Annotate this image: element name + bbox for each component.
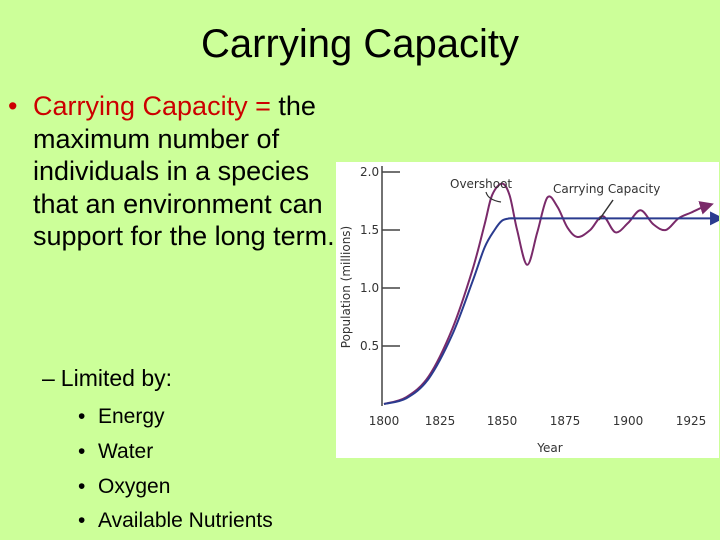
overshoot-pointer (485, 191, 502, 203)
bullet-dot: • (78, 475, 86, 498)
slide-title: Carrying Capacity (201, 22, 519, 66)
x-tick-label: 1850 (487, 414, 518, 428)
bullet-dot: • (78, 405, 86, 428)
limited-by-label: Limited by: (60, 365, 173, 391)
bullet-dot: • (78, 509, 86, 532)
definition-body: the maximum number of individuals in a s… (33, 91, 335, 251)
definition-text: Carrying Capacity = the maximum number o… (33, 90, 348, 253)
limit-item-label: Available Nutrients (98, 509, 273, 532)
population-chart: 2.0 1.5 1.0 0.5 1800 1825 1850 1875 1900 1925 Year… (336, 162, 719, 458)
annotation-layer: Overshoot Carrying Capacity (450, 177, 660, 221)
bullet-dot: • (78, 440, 86, 463)
x-tick-label: 1875 (550, 414, 581, 428)
limit-item: • Available Nutrients (78, 509, 273, 533)
population-series-line (383, 182, 714, 405)
x-tick-label: 1800 (369, 414, 400, 428)
dash-marker: – (42, 365, 55, 391)
carrying-capacity-annotation: Carrying Capacity (553, 182, 660, 196)
x-tick-label: 1925 (676, 414, 707, 428)
carrying-capacity-pointer (598, 199, 614, 221)
limit-item: • Oxygen (78, 475, 170, 499)
y-tick-label: 1.5 (360, 223, 379, 237)
y-tick-label: 1.0 (360, 281, 379, 295)
overshoot-annotation: Overshoot (450, 177, 512, 191)
definition-term: Carrying Capacity = (33, 91, 271, 121)
limit-item-label: Oxygen (98, 475, 171, 498)
y-tick-label: 0.5 (360, 339, 379, 353)
x-tick-label: 1900 (613, 414, 644, 428)
limited-by-bullet: – Limited by: (42, 365, 172, 392)
y-tick-label: 2.0 (360, 165, 379, 179)
axes-layer: 2.0 1.5 1.0 0.5 1800 1825 1850 1875 1900 1925 Year… (339, 165, 706, 455)
limit-item-label: Water (98, 440, 154, 463)
x-axis-title: Year (536, 441, 562, 455)
limit-item: • Water (78, 440, 153, 464)
limit-item-label: Energy (98, 405, 165, 428)
limit-item: • Energy (78, 405, 165, 429)
definition-bullet: • Carrying Capacity = the maximum number… (8, 90, 348, 253)
y-axis-title: Population (millions) (339, 226, 353, 348)
x-tick-label: 1825 (425, 414, 456, 428)
bullet-dot: • (8, 91, 18, 121)
series-layer (383, 182, 719, 405)
chart-svg: 2.0 1.5 1.0 0.5 1800 1825 1850 1875 1900 1925 Year… (339, 165, 719, 455)
carrying-capacity-line (383, 211, 719, 405)
